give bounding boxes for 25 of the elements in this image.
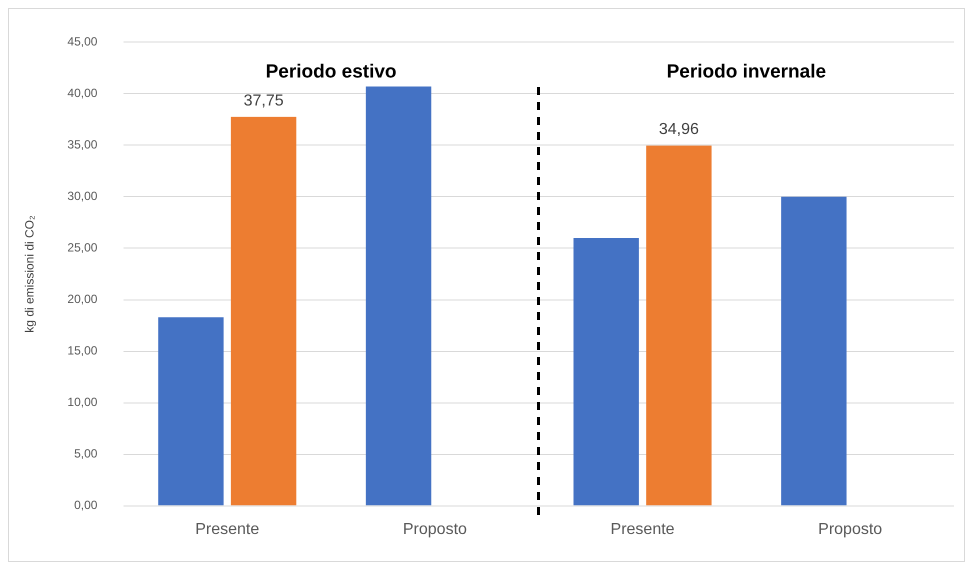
y-tick-label: 10,00 [67, 395, 98, 410]
bar [646, 146, 712, 506]
y-tick-label: 30,00 [67, 189, 98, 204]
y-tick-label: 25,00 [67, 240, 98, 255]
y-tick-label: 40,00 [67, 86, 98, 100]
y-tick-label: 45,00 [67, 34, 98, 49]
bar [781, 196, 847, 506]
y-tick-label: 15,00 [67, 344, 98, 358]
y-tick-label: 5,00 [74, 446, 98, 461]
x-tick-label: Proposto [402, 520, 468, 538]
data-label: 37,75 [244, 92, 284, 110]
bar [573, 238, 639, 506]
x-tick-label: Presente [195, 520, 260, 538]
annotation: Periodo invernale [666, 61, 826, 82]
y-tick-label: 35,00 [67, 138, 98, 152]
y-axis-title: kg di emissioni di CO₂ [22, 214, 37, 333]
y-tick-label: 20,00 [67, 292, 98, 306]
bar [158, 317, 224, 506]
data-label: 34,96 [658, 121, 699, 138]
x-tick-label: Presente [610, 520, 675, 538]
x-tick-label: Proposto [818, 520, 882, 538]
bar [230, 116, 296, 506]
annotation: Periodo estivo [266, 61, 397, 82]
bar [366, 86, 432, 506]
y-tick-label: 0,00 [74, 498, 98, 512]
